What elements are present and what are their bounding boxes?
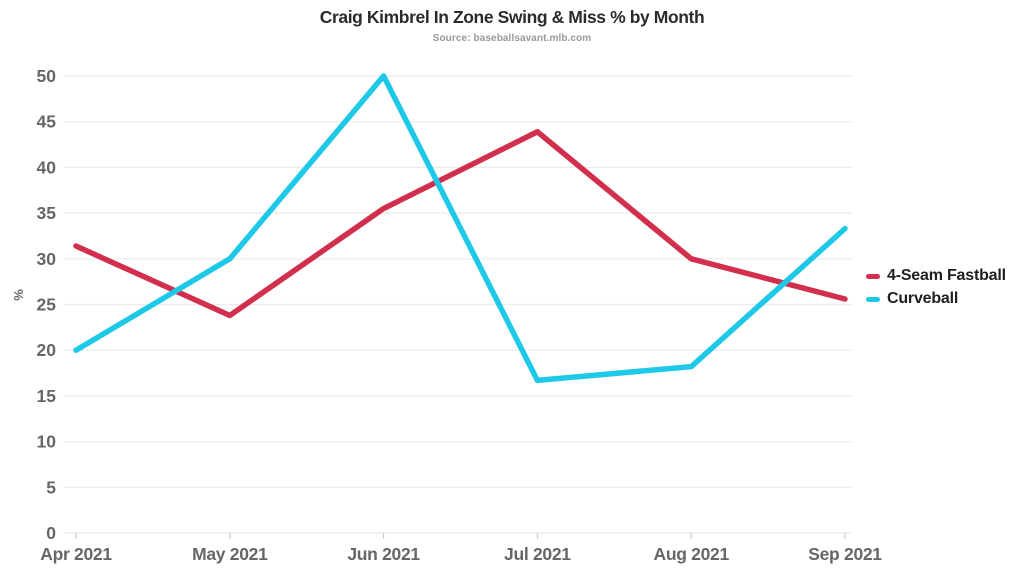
y-tick-label: 5 — [46, 477, 56, 497]
legend-item-4-seam-fastball[interactable]: 4-Seam Fastball — [866, 266, 1006, 286]
x-tick-label: Aug 2021 — [653, 544, 729, 564]
x-tick-label: Jun 2021 — [347, 544, 420, 564]
y-tick-label: 10 — [37, 432, 57, 452]
chart-title: Craig Kimbrel In Zone Swing & Miss % by … — [319, 7, 705, 27]
y-tick-label: 15 — [37, 386, 57, 406]
y-tick-label: 45 — [37, 112, 57, 132]
legend-item-curveball[interactable]: Curveball — [866, 289, 1006, 309]
y-tick-label: 40 — [37, 157, 57, 177]
legend-marker-curveball — [866, 296, 880, 302]
y-axis-title: % — [11, 289, 26, 301]
legend-marker-4-seam-fastball — [866, 273, 880, 279]
y-tick-label: 0 — [46, 523, 56, 543]
chart-subtitle: Source: baseballsavant.mlb.com — [432, 33, 592, 44]
series-line-4-seam-fastball — [73, 129, 848, 319]
x-tick-label: Jul 2021 — [504, 544, 571, 564]
x-tick-label: Sep 2021 — [808, 544, 882, 564]
y-tick-label: 30 — [37, 249, 57, 269]
y-tick-label: 35 — [37, 203, 57, 223]
legend-label-curveball: Curveball — [887, 290, 959, 307]
legend-label-4-seam-fastball: 4-Seam Fastball — [887, 267, 1006, 284]
y-tick-label: 20 — [37, 340, 57, 360]
legend: 4-Seam Fastball Curveball — [866, 266, 1006, 309]
x-tick-label: Apr 2021 — [40, 544, 112, 564]
series-line-curveball — [73, 73, 848, 384]
y-tick-label: 50 — [37, 66, 57, 86]
y-tick-label: 25 — [37, 295, 57, 315]
x-tick-label: May 2021 — [192, 544, 268, 564]
